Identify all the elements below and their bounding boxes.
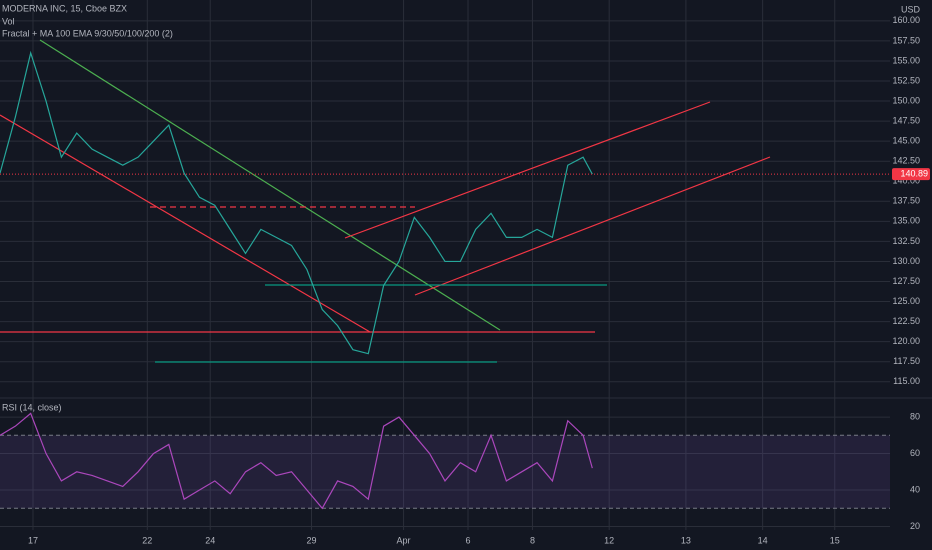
channel-line — [414, 156, 771, 296]
y-tick-label: 142.50 — [892, 156, 920, 166]
y-tick-label: 157.50 — [892, 35, 920, 45]
x-tick-label: 6 — [466, 535, 471, 545]
y-tick-label: 140.00 — [892, 176, 920, 186]
y-tick-label: 125.00 — [892, 296, 920, 306]
price-line — [0, 50, 593, 355]
y-tick-label: 132.50 — [892, 236, 920, 246]
chart-title: MODERNA INC, 15, Cboe BZX — [2, 3, 127, 13]
y-tick-label: 145.00 — [892, 136, 920, 146]
y-tick-label: 60 — [910, 448, 920, 458]
subtitle: Vol — [2, 16, 15, 26]
y-tick-label: 122.50 — [892, 316, 920, 326]
last-price-box — [892, 168, 930, 181]
y-tick-label: 127.50 — [892, 276, 920, 286]
trend-line — [39, 39, 501, 331]
y-tick-label: 117.50 — [893, 356, 920, 366]
x-tick-label: 8 — [530, 535, 535, 545]
x-tick-label: 15 — [830, 535, 840, 545]
x-tick-label: 12 — [604, 535, 614, 545]
y-tick-label: 115.00 — [893, 376, 920, 386]
x-tick-label: 22 — [142, 535, 152, 545]
price-line — [0, 412, 593, 510]
rsi-title: RSI (14, close) — [2, 402, 62, 412]
y-tick-label: 155.00 — [892, 55, 920, 65]
indicator-label: Fractal + MA 100 EMA 9/30/50/100/200 (2) — [2, 28, 173, 38]
channel-line — [344, 101, 711, 239]
y-tick-label: 120.00 — [892, 336, 920, 346]
y-tick-label: 147.50 — [892, 115, 920, 125]
y-tick-label: 80 — [910, 411, 920, 421]
y-tick-label: 40 — [910, 484, 920, 494]
x-tick-label: 13 — [681, 535, 691, 545]
x-tick-label: 29 — [306, 535, 316, 545]
rsi-band — [0, 435, 890, 509]
y-tick-label: 135.00 — [892, 216, 920, 226]
trend-line — [0, 114, 371, 333]
axis-label: USD — [901, 4, 921, 14]
x-tick-label: Apr — [397, 535, 411, 545]
last-price-label: 140.89 — [900, 168, 928, 178]
x-tick-label: 14 — [758, 535, 768, 545]
y-tick-label: 137.50 — [892, 196, 920, 206]
y-tick-label: 150.00 — [892, 95, 920, 105]
y-tick-label: 20 — [910, 521, 920, 531]
x-tick-label: 24 — [205, 535, 215, 545]
y-tick-label: 160.00 — [892, 15, 920, 25]
drawings — [0, 39, 771, 363]
y-tick-label: 152.50 — [892, 75, 920, 85]
y-tick-label: 130.00 — [892, 256, 920, 266]
x-tick-label: 17 — [28, 535, 38, 545]
